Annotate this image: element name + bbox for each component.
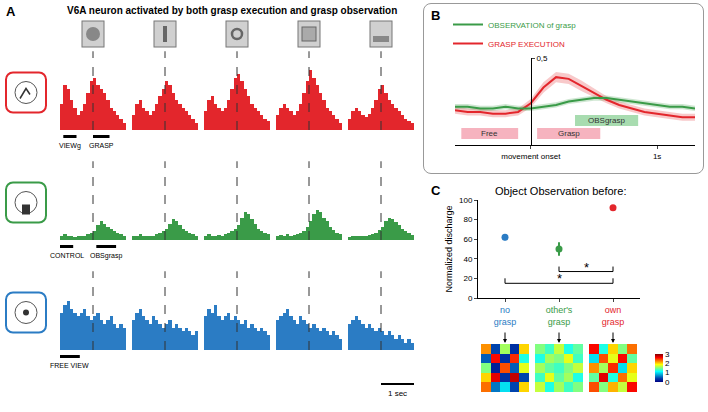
svg-text:other'sgrasp: other'sgrasp <box>546 305 573 327</box>
svg-text:V6A neuron activated by both g: V6A neuron activated by both grasp execu… <box>67 5 397 16</box>
svg-text:OBSERVATION of grasp: OBSERVATION of grasp <box>488 21 576 30</box>
svg-text:*: * <box>584 260 589 275</box>
svg-text:movement onset: movement onset <box>501 152 561 161</box>
svg-text:*: * <box>557 271 562 286</box>
svg-text:CONTROL: CONTROL <box>50 252 84 259</box>
svg-text:0: 0 <box>468 294 473 303</box>
svg-text:OBSgrasp: OBSgrasp <box>90 252 122 260</box>
svg-text:1: 1 <box>665 368 670 377</box>
svg-text:Free: Free <box>481 129 498 138</box>
svg-text:1s: 1s <box>653 152 661 161</box>
svg-text:GRASP EXECUTION: GRASP EXECUTION <box>488 40 565 49</box>
svg-text:80: 80 <box>463 215 472 224</box>
svg-text:2: 2 <box>665 359 670 368</box>
svg-text:nograsp: nograsp <box>494 305 517 327</box>
svg-text:OBSgrasp: OBSgrasp <box>588 116 625 125</box>
svg-text:3: 3 <box>665 350 670 359</box>
svg-text:0: 0 <box>665 378 670 387</box>
svg-text:20: 20 <box>463 274 472 283</box>
svg-text:40: 40 <box>463 255 472 264</box>
svg-text:60: 60 <box>463 235 472 244</box>
svg-text:Object Observation before:: Object Observation before: <box>495 185 626 197</box>
svg-text:100: 100 <box>459 196 473 205</box>
svg-text:Grasp: Grasp <box>558 129 580 138</box>
svg-text:owngrasp: owngrasp <box>602 305 625 327</box>
svg-text:1 sec: 1 sec <box>388 389 407 398</box>
svg-text:C: C <box>431 183 441 198</box>
svg-text:FREE VIEW: FREE VIEW <box>50 362 89 369</box>
svg-text:0,5: 0,5 <box>536 54 548 63</box>
svg-text:B: B <box>431 8 440 23</box>
svg-text:VIEWg: VIEWg <box>59 142 81 150</box>
svg-text:Normalized discharge: Normalized discharge <box>444 205 454 292</box>
svg-text:A: A <box>6 4 16 19</box>
svg-text:GRASP: GRASP <box>89 142 114 149</box>
